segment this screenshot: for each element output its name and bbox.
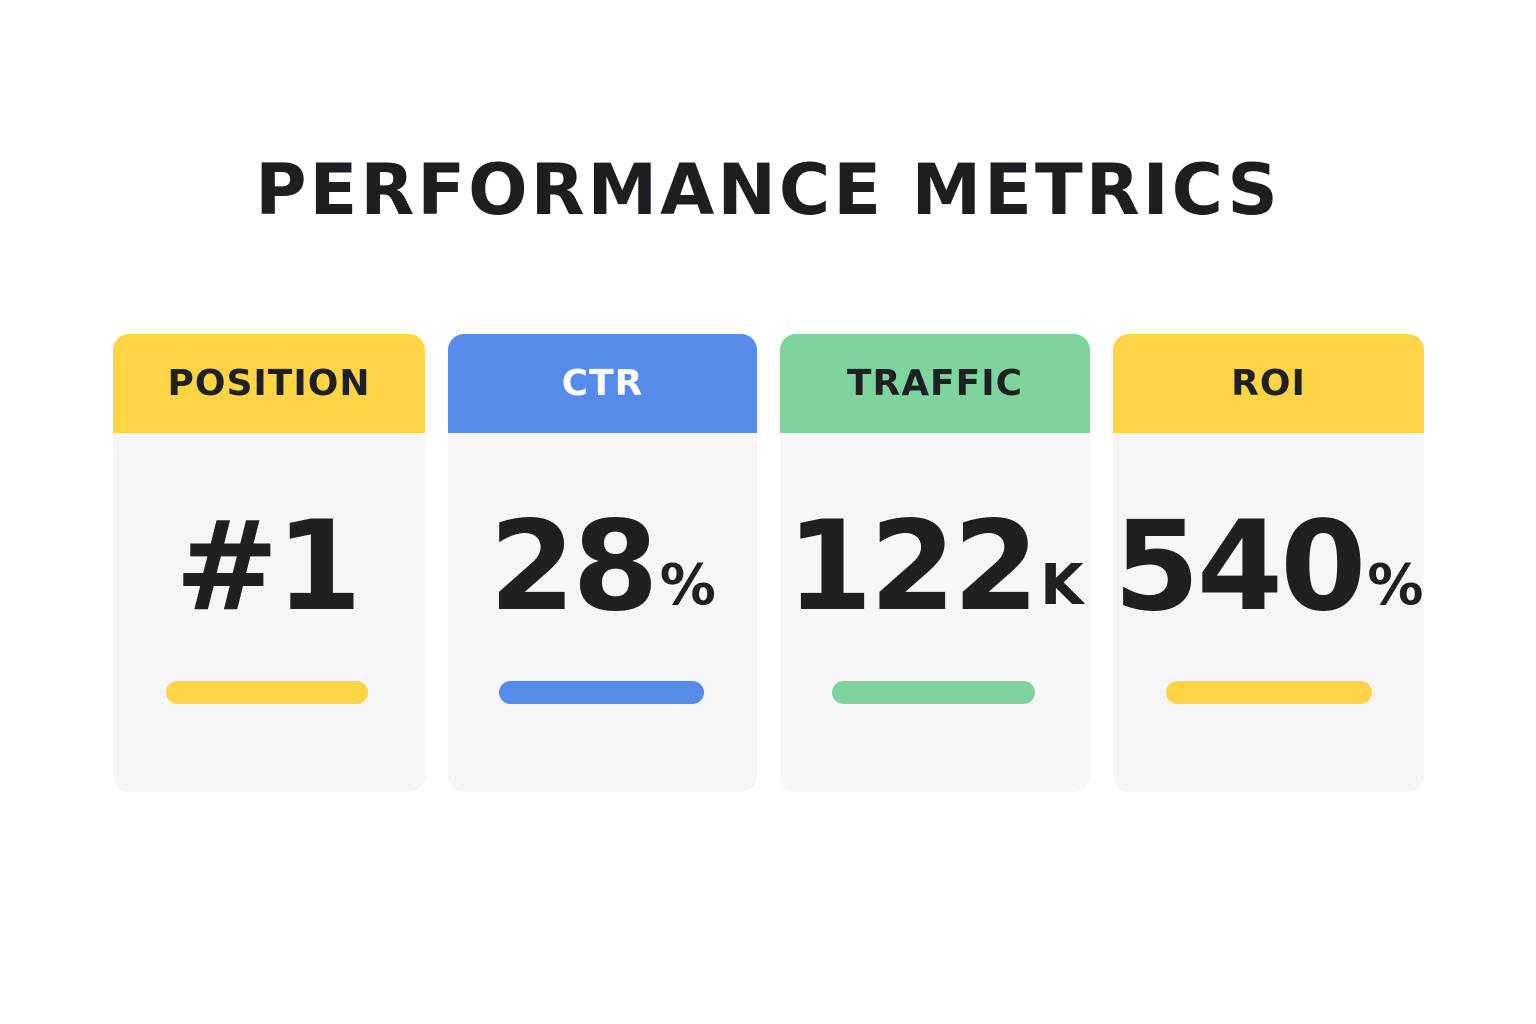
value-number: 540	[1113, 495, 1367, 639]
card-value-ctr: 28 %	[448, 499, 757, 629]
metric-card-roi: ROI 540 %	[1113, 334, 1424, 792]
card-label: TRAFFIC	[846, 363, 1024, 404]
card-header-position: POSITION	[113, 334, 425, 433]
page-title: PERFORMANCE METRICS	[255, 149, 1281, 231]
value-unit: K	[1040, 553, 1084, 618]
metric-card-traffic: TRAFFIC 122 K	[780, 334, 1090, 792]
card-label: POSITION	[167, 363, 371, 404]
card-label: ROI	[1231, 363, 1306, 404]
accent-bar-roi	[1166, 681, 1372, 704]
value-number: 28	[489, 495, 659, 639]
value-unit: %	[659, 553, 716, 618]
metric-card-ctr: CTR 28 %	[448, 334, 757, 792]
card-header-traffic: TRAFFIC	[780, 334, 1090, 433]
accent-bar-traffic	[832, 681, 1035, 704]
card-value-position: #1	[113, 499, 425, 629]
card-header-roi: ROI	[1113, 334, 1424, 433]
value-number: #1	[174, 495, 362, 639]
value-unit: %	[1367, 553, 1424, 618]
card-value-traffic: 122 K	[780, 499, 1090, 629]
value-number: 122	[786, 495, 1039, 639]
accent-bar-position	[166, 681, 368, 704]
card-value-roi: 540 %	[1113, 499, 1424, 629]
metric-card-position: POSITION #1	[113, 334, 425, 792]
card-header-ctr: CTR	[448, 334, 757, 433]
accent-bar-ctr	[499, 681, 704, 704]
card-label: CTR	[561, 363, 644, 404]
